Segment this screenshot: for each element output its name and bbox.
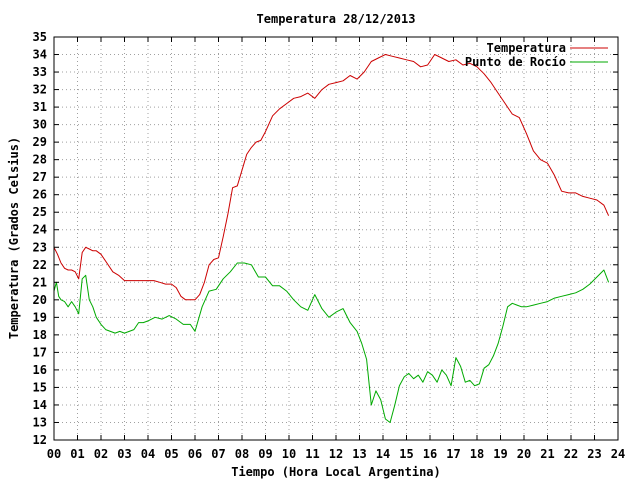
legend-label-punto-de-rocio: Punto de Rocío — [465, 55, 566, 69]
y-tick-label: 13 — [33, 415, 47, 429]
y-tick-label: 35 — [33, 30, 47, 44]
x-tick-label: 19 — [493, 447, 507, 461]
y-tick-label: 30 — [33, 118, 47, 132]
x-tick-label: 22 — [564, 447, 578, 461]
y-tick-label: 24 — [33, 223, 47, 237]
x-tick-label: 20 — [517, 447, 531, 461]
series-line-temperatura — [53, 54, 610, 301]
x-tick-label: 13 — [352, 447, 366, 461]
y-tick-label: 26 — [33, 188, 47, 202]
x-tick-label: 06 — [188, 447, 202, 461]
legend: Temperatura Punto de Rocío — [465, 41, 608, 69]
x-tick-label: 18 — [470, 447, 484, 461]
x-tick-label: 16 — [423, 447, 437, 461]
y-tick-label: 32 — [33, 83, 47, 97]
y-tick-labels: 12 13 14 15 16 17 18 19 20 21 22 23 24 25 26 27 28 29 30 31… — [33, 30, 47, 447]
x-tick-label: 09 — [258, 447, 272, 461]
tick-marks — [53, 36, 619, 441]
x-tick-label: 05 — [164, 447, 178, 461]
y-tick-label: 23 — [33, 240, 47, 254]
y-tick-label: 22 — [33, 258, 47, 272]
x-tick-label: 23 — [587, 447, 601, 461]
x-tick-label: 07 — [211, 447, 225, 461]
x-tick-label: 24 — [611, 447, 625, 461]
x-tick-label: 08 — [235, 447, 249, 461]
x-tick-label: 14 — [376, 447, 390, 461]
y-tick-label: 25 — [33, 205, 47, 219]
y-tick-label: 29 — [33, 135, 47, 149]
y-tick-label: 34 — [33, 48, 47, 62]
y-axis-label: Temperatura (Grados Celsius) — [7, 137, 21, 339]
y-tick-label: 16 — [33, 363, 47, 377]
chart-title: Temperatura 28/12/2013 — [257, 12, 416, 26]
y-tick-label: 33 — [33, 65, 47, 79]
y-tick-label: 17 — [33, 345, 47, 359]
y-tick-label: 12 — [33, 433, 47, 447]
x-tick-label: 01 — [70, 447, 84, 461]
y-tick-label: 21 — [33, 275, 47, 289]
x-tick-label: 12 — [329, 447, 343, 461]
x-tick-label: 10 — [282, 447, 296, 461]
y-tick-label: 15 — [33, 380, 47, 394]
y-tick-label: 14 — [33, 398, 47, 412]
series-line-punto-de-rocio — [53, 262, 610, 423]
x-tick-label: 15 — [399, 447, 413, 461]
y-tick-label: 28 — [33, 153, 47, 167]
x-tick-label: 00 — [47, 447, 61, 461]
x-tick-label: 04 — [141, 447, 155, 461]
x-axis-label: Tiempo (Hora Local Argentina) — [231, 465, 441, 479]
y-tick-label: 18 — [33, 328, 47, 342]
x-tick-labels: 00 01 02 03 04 05 06 07 08 09 10 11 12 13 14 15 16 17 18 19… — [47, 447, 625, 461]
x-tick-label: 03 — [117, 447, 131, 461]
x-tick-label: 21 — [540, 447, 554, 461]
y-tick-label: 19 — [33, 310, 47, 324]
y-tick-label: 27 — [33, 170, 47, 184]
y-tick-label: 31 — [33, 100, 47, 114]
x-tick-label: 02 — [94, 447, 108, 461]
y-tick-label: 20 — [33, 293, 47, 307]
legend-label-temperatura: Temperatura — [487, 41, 566, 55]
x-tick-label: 11 — [305, 447, 319, 461]
series-group — [53, 54, 610, 423]
x-tick-label: 17 — [446, 447, 460, 461]
